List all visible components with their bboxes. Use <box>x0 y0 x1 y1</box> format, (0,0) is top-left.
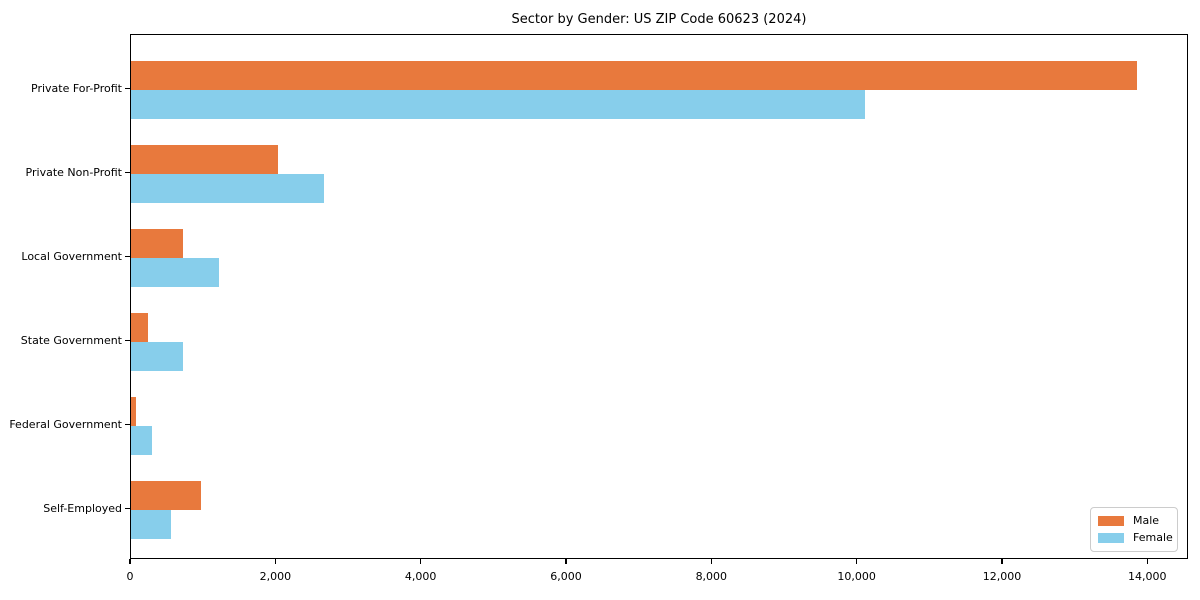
y-axis-tick-self-employed <box>125 507 130 510</box>
bar-female-private-non-profit <box>131 173 324 203</box>
bar-male-private-non-profit <box>131 144 279 174</box>
bar-male-private-for-profit <box>131 60 1138 90</box>
x-axis-tick-3 <box>565 559 567 564</box>
chart-title: Sector by Gender: US ZIP Code 60623 (202… <box>511 12 807 27</box>
bar-female-local-government <box>131 257 219 287</box>
bar-female-state-government <box>131 341 184 371</box>
bar-male-local-government <box>131 228 184 258</box>
bar-female-federal-government <box>131 425 152 455</box>
y-label-state-government: State Government <box>20 333 122 347</box>
bar-female-self-employed <box>131 509 172 539</box>
legend-swatch-male-icon <box>1098 516 1124 526</box>
plot-area <box>130 34 1188 559</box>
y-label-local-government: Local Government <box>21 249 122 263</box>
x-label-4: 8,000 <box>695 570 728 583</box>
x-label-5: 10,000 <box>837 570 876 583</box>
x-axis-tick-5 <box>855 559 858 564</box>
x-label-7: 14,000 <box>1128 570 1167 583</box>
y-axis-tick-local-government <box>125 255 130 258</box>
x-axis-tick-7 <box>1146 559 1149 564</box>
x-axis-tick-0 <box>129 559 131 564</box>
x-label-1: 2,000 <box>259 570 292 583</box>
y-axis-tick-private-non-profit <box>125 171 130 174</box>
bar-male-federal-government <box>131 396 137 426</box>
legend-item-female: Female <box>1098 531 1173 545</box>
x-label-2: 4,000 <box>404 570 437 583</box>
legend-label-male: Male <box>1133 514 1160 527</box>
x-label-6: 12,000 <box>982 570 1022 583</box>
bar-male-state-government <box>131 312 148 342</box>
bar-male-self-employed <box>131 480 201 510</box>
x-axis-tick-2 <box>419 559 422 564</box>
legend-swatch-female-icon <box>1098 533 1124 543</box>
legend-item-male: Male <box>1098 514 1170 528</box>
legend-label-female: Female <box>1133 531 1173 544</box>
legend: Male Female <box>1090 507 1178 552</box>
y-label-private-non-profit: Private Non-Profit <box>25 165 122 179</box>
y-label-federal-government: Federal Government <box>9 417 122 431</box>
bar-female-private-for-profit <box>131 89 865 119</box>
y-label-private-for-profit: Private For-Profit <box>31 81 122 95</box>
x-axis-tick-1 <box>274 559 277 564</box>
y-axis-tick-private-for-profit <box>125 87 130 90</box>
x-axis-tick-6 <box>1001 559 1003 564</box>
x-label-3: 6,000 <box>550 570 582 583</box>
y-axis-tick-federal-government <box>125 423 130 426</box>
x-label-0: 0 <box>126 570 134 583</box>
y-axis-tick-state-government <box>125 339 130 342</box>
x-axis-tick-4 <box>710 559 713 564</box>
y-label-self-employed: Self-Employed <box>43 501 122 515</box>
